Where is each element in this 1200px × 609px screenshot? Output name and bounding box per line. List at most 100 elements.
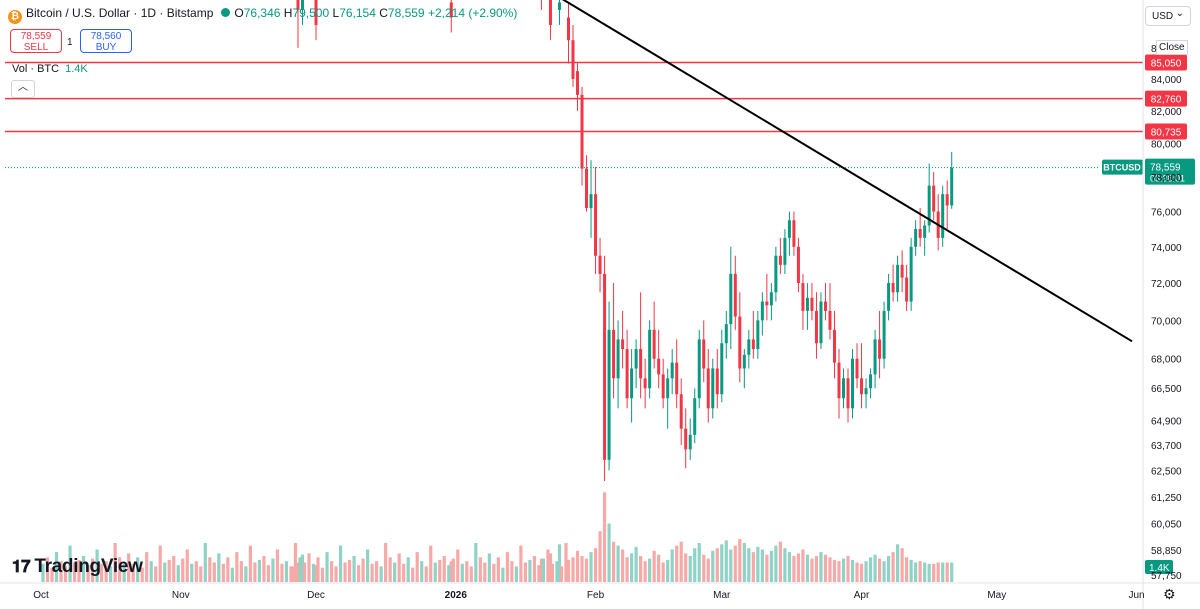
volume-bar [837, 561, 841, 582]
candle-body [842, 378, 846, 399]
candle-body [724, 324, 728, 344]
volume-bar [501, 567, 505, 582]
chevron-up-icon[interactable]: ︿ [11, 80, 35, 98]
price-tick-label: 62,500 [1151, 466, 1182, 477]
candle-body [760, 301, 764, 321]
time-axis[interactable]: Oct Nov Dec 2026 Feb Mar Apr May Jun [0, 582, 1200, 601]
candle-body [860, 378, 864, 395]
volume-bar [275, 549, 280, 582]
volume-bar [801, 549, 805, 582]
volume-bar [733, 545, 737, 582]
volume-bar [235, 552, 239, 582]
volume-bar [657, 554, 661, 582]
volume-bar [841, 558, 846, 582]
candle-body [787, 220, 791, 238]
volume-bar [670, 549, 674, 582]
close-value: 78,559 [387, 6, 425, 20]
volume-bar [122, 562, 126, 582]
volume-bar [167, 559, 171, 582]
low-value: 76,154 [339, 6, 376, 20]
volume-bar [909, 559, 913, 582]
volume-bar [420, 561, 424, 582]
volume-bar [487, 553, 491, 582]
volume-bar [616, 545, 620, 582]
volume-bar [86, 565, 90, 582]
sell-button[interactable]: 78,559 SELL [10, 29, 62, 53]
candle-body [594, 194, 598, 256]
candle-body [846, 378, 850, 409]
high-value: 79,500 [292, 6, 330, 20]
candle-body [909, 246, 913, 302]
volume-bar [492, 563, 496, 582]
volume-bar [181, 558, 185, 582]
currency-button[interactable]: USD [1145, 4, 1191, 26]
countdown-label: 03:38:01 [1150, 174, 1185, 184]
volume-bar [253, 562, 257, 582]
volume-bar [611, 541, 616, 582]
candle-body [855, 358, 859, 379]
volume-bar [280, 563, 284, 582]
volume-bar [900, 548, 904, 582]
volume-bar [302, 562, 307, 582]
candle-body [706, 368, 710, 409]
volume-bar [59, 561, 63, 582]
time-tick-label: Feb [587, 590, 605, 601]
candle-body [702, 339, 706, 369]
volume-bar [379, 566, 383, 582]
volume-bar [163, 562, 167, 582]
volume-bar [652, 550, 656, 582]
price-axis[interactable]: 57,750 58,850 60,050 61,250 62,500 63,700 64,9… [1142, 0, 1182, 609]
volume-last-label: 1.4K [1149, 563, 1170, 574]
candle-body [571, 40, 575, 79]
volume-bar [537, 565, 541, 582]
volume-bar [325, 552, 329, 582]
volume-bar [702, 554, 706, 582]
symbol-tag [1102, 159, 1143, 175]
candle-body [715, 368, 719, 395]
volume-bar [505, 552, 509, 582]
candle-body [914, 229, 918, 247]
candle-body [729, 273, 733, 325]
candle-body [557, 2, 561, 10]
buy-button[interactable]: 78,560 BUY [80, 29, 132, 53]
candle-body [733, 273, 737, 317]
gear-icon[interactable]: ⚙ [1163, 586, 1176, 602]
volume-bar [510, 561, 514, 582]
volume-bar [158, 545, 162, 582]
volume-bar [877, 558, 882, 582]
candle-body [810, 297, 814, 311]
trendline[interactable] [424, 0, 1133, 343]
volume-bar [715, 548, 719, 582]
time-tick-label: Apr [854, 590, 870, 601]
time-tick-label: Mar [713, 590, 731, 601]
volume-bar [783, 548, 787, 582]
volume-bar [298, 557, 302, 582]
volume-bar [361, 558, 365, 582]
time-tick-label: Jun [1128, 590, 1144, 601]
symbol-title[interactable]: Bitcoin / U.S. Dollar · 1D · Bitstamp [26, 6, 214, 20]
volume-bar [320, 567, 325, 582]
price-tick-label: 68,000 [1151, 355, 1182, 366]
volume-bar [329, 561, 334, 582]
volume-bar [356, 565, 361, 582]
volume-bar [598, 531, 602, 582]
volume-bar [149, 561, 153, 582]
volume-indicator-label[interactable]: Vol · BTC 1.4K [12, 63, 88, 75]
volume-bar [293, 543, 298, 582]
volume-bar [546, 549, 550, 582]
candle-body [296, 0, 300, 10]
volume-bar [230, 567, 234, 582]
tradingview-logo[interactable]: 𝟏𝟕 TradingView [12, 556, 143, 578]
volume-bar [666, 559, 670, 582]
candle-body [548, 0, 552, 25]
candle-body [675, 362, 679, 395]
volume-bar [145, 552, 149, 582]
candle-body [927, 185, 931, 226]
volume-bar [760, 549, 764, 582]
candle-body [774, 255, 778, 293]
volume-bar [442, 556, 446, 582]
volume-bar [217, 553, 221, 582]
